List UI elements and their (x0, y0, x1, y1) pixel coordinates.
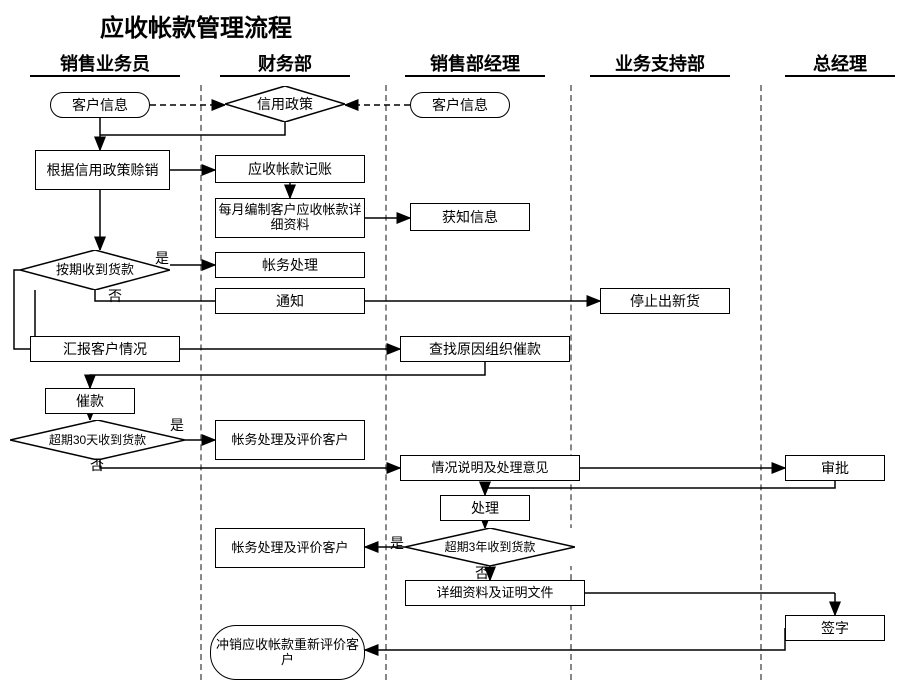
col-header-finance: 财务部 (235, 50, 335, 76)
node-monthly-report: 每月编制客户应收帐款详细资料 (215, 198, 365, 238)
node-label: 帐务处理及评价客户 (231, 541, 348, 556)
col-underline (785, 75, 895, 77)
col-header-salesmanager: 销售部经理 (405, 50, 545, 76)
branch-label-no: 否 (90, 455, 104, 475)
col-underline (405, 75, 545, 77)
node-custinfo1: 客户信息 (50, 92, 150, 118)
node-over30-decision: 超期30天收到货款 (10, 420, 185, 460)
node-label: 签字 (821, 620, 849, 636)
branch-label-yes: 是 (170, 415, 184, 435)
node-handle: 处理 (440, 495, 530, 521)
node-know-info: 获知信息 (410, 203, 530, 231)
node-acct-eval2: 帐务处理及评价客户 (215, 420, 365, 460)
node-acct-eval3: 帐务处理及评价客户 (215, 528, 365, 568)
node-report-customer: 汇报客户情况 (30, 336, 180, 362)
node-label: 汇报客户情况 (63, 341, 147, 357)
node-label: 情况说明及处理意见 (431, 461, 548, 476)
node-label: 根据信用政策赊销 (47, 162, 159, 178)
node-label: 审批 (821, 460, 849, 476)
node-ontime-decision: 按期收到货款 (20, 250, 170, 290)
page-title: 应收帐款管理流程 (100, 8, 292, 43)
node-label: 每月编制客户应收帐款详细资料 (216, 203, 364, 233)
node-custinfo2: 客户信息 (410, 92, 510, 118)
lane-divider (760, 85, 762, 680)
node-desc-opinion: 情况说明及处理意见 (400, 455, 580, 481)
node-label: 获知信息 (442, 209, 498, 225)
lane-divider (200, 85, 202, 680)
lane-divider (385, 85, 387, 680)
node-acct-process: 帐务处理 (215, 252, 365, 278)
branch-label-no: 否 (475, 563, 489, 583)
node-label: 查找原因组织催款 (429, 341, 541, 357)
col-underline (30, 75, 180, 77)
node-find-cause: 查找原因组织催款 (400, 336, 570, 362)
node-sign: 签字 (785, 615, 885, 641)
node-label: 冲销应收帐款重新评价客户 (211, 638, 364, 668)
node-label: 应收帐款记账 (248, 161, 332, 177)
col-header-support: 业务支持部 (590, 50, 730, 76)
node-credit-policy: 信用政策 (225, 86, 345, 122)
node-label: 客户信息 (72, 97, 128, 113)
node-label: 帐务处理及评价客户 (231, 433, 348, 448)
node-label: 帐务处理 (262, 257, 318, 273)
node-label: 处理 (471, 500, 499, 516)
node-notify: 通知 (215, 288, 365, 314)
branch-label-yes: 是 (390, 533, 404, 553)
col-underline (220, 75, 350, 77)
col-header-gm: 总经理 (790, 50, 890, 76)
node-label: 催款 (76, 393, 104, 409)
node-dun: 催款 (45, 388, 135, 414)
branch-label-no: 否 (108, 286, 122, 306)
node-label: 按期收到货款 (56, 263, 134, 277)
node-stop-shipment: 停止出新货 (600, 288, 730, 314)
col-header-sales: 销售业务员 (30, 50, 180, 76)
node-label: 通知 (276, 293, 304, 309)
node-label: 超期3年收到货款 (445, 541, 536, 554)
node-sell-on-credit: 根据信用政策赊销 (35, 150, 170, 190)
node-over3y-decision: 超期3年收到货款 (405, 528, 575, 566)
node-docs: 详细资料及证明文件 (405, 580, 585, 606)
node-label: 超期30天收到货款 (49, 434, 146, 447)
node-label: 详细资料及证明文件 (436, 586, 553, 601)
node-label: 停止出新货 (630, 293, 700, 309)
node-ar-booking: 应收帐款记账 (215, 155, 365, 183)
col-underline (590, 75, 730, 77)
node-label: 信用政策 (257, 97, 313, 112)
node-label: 客户信息 (432, 97, 488, 113)
node-writeoff: 冲销应收帐款重新评价客户 (210, 625, 365, 680)
branch-label-yes: 是 (155, 248, 169, 268)
node-approve: 审批 (785, 455, 885, 481)
